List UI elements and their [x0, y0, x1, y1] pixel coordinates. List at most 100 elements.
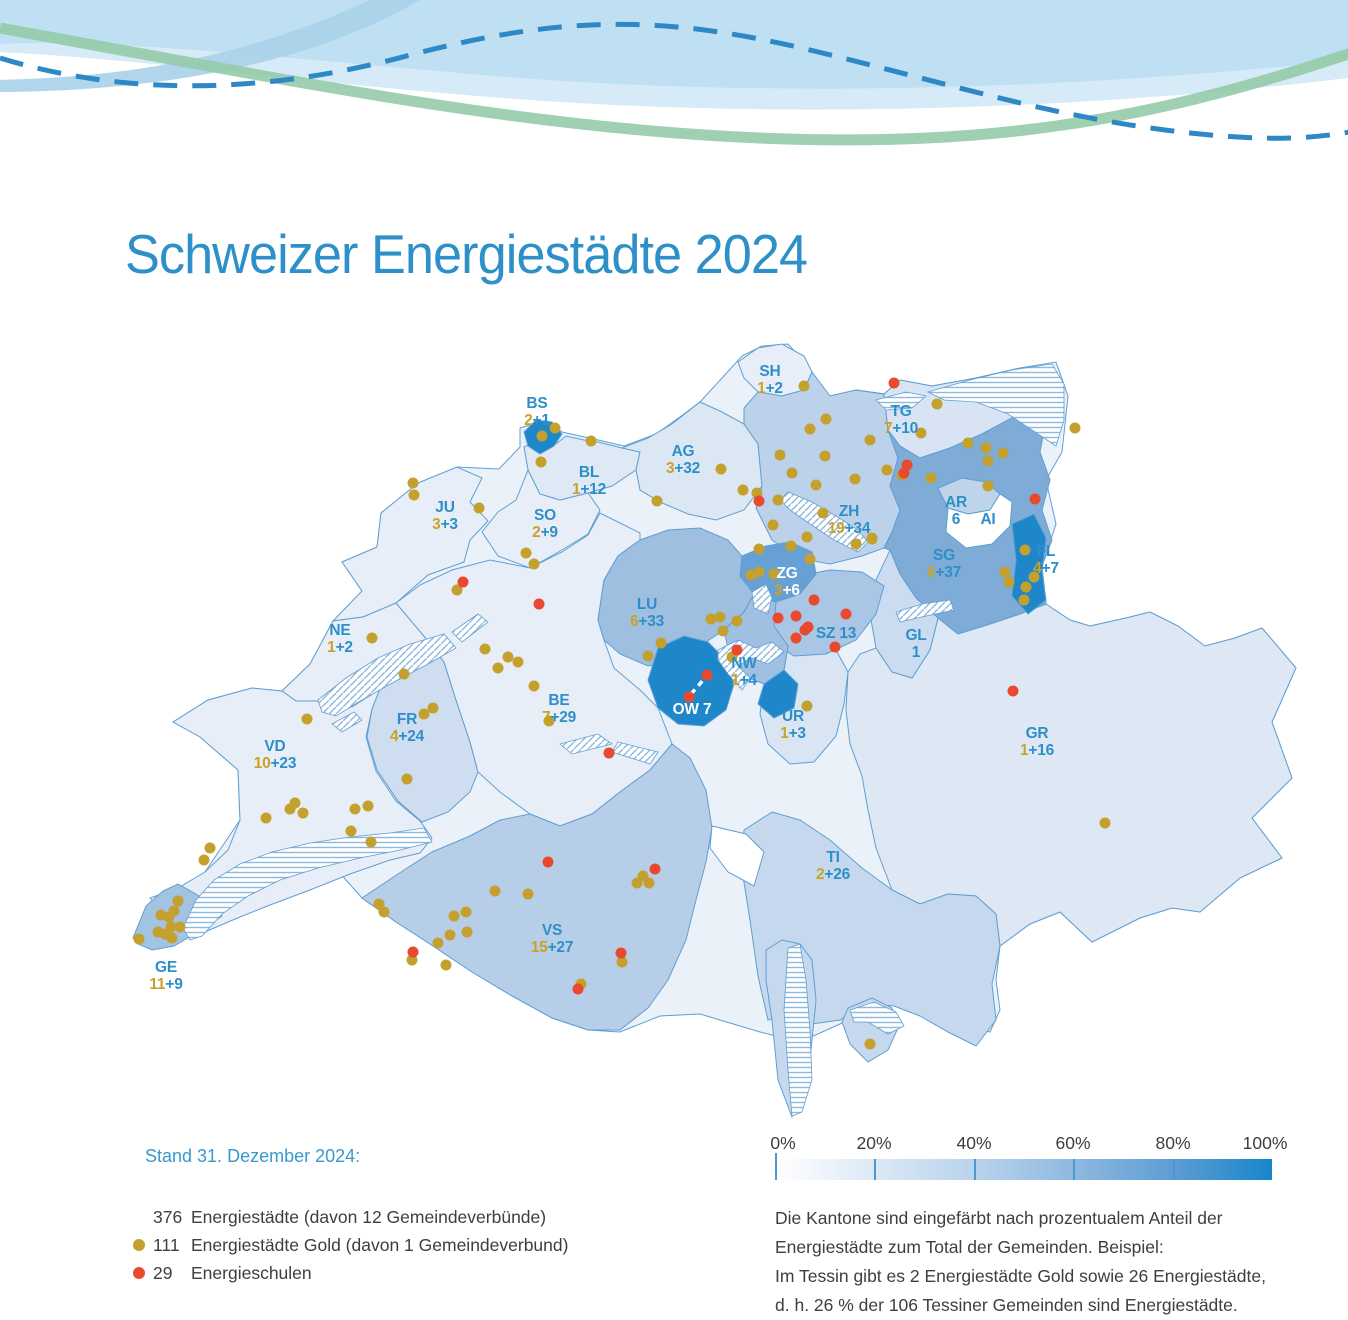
lake-maggiore [783, 943, 813, 1117]
gold-city-dot [962, 437, 974, 449]
gold-city-dot [444, 929, 456, 941]
gold-city-dot [715, 463, 727, 475]
gold-city-dot [366, 632, 378, 644]
gold-city-dot [378, 906, 390, 918]
canton-label-FL: FL 4+7 [1033, 543, 1059, 577]
gold-dot-icon [133, 1239, 145, 1251]
gold-city-dot [406, 954, 418, 966]
white-wedge-gotthard [709, 825, 765, 887]
ow-link-dashed-line [689, 676, 707, 696]
gold-city-dot [528, 680, 540, 692]
gold-city-dot [997, 447, 1009, 459]
legend-label: Energiestädte (davon 12 Gemeindeverbünde… [191, 1206, 547, 1227]
gold-city-dot [820, 413, 832, 425]
scale-tick-label: 100% [1242, 1133, 1288, 1153]
gold-city-dot [616, 956, 628, 968]
gold-city-dot [643, 877, 655, 889]
gold-city-dot [819, 450, 831, 462]
lake-lugano [849, 1001, 905, 1035]
gold-city-dot [398, 668, 410, 680]
lake-geneva [182, 827, 433, 941]
red-school-dot [533, 598, 545, 610]
red-school-dot [542, 856, 554, 868]
gold-city-dot [522, 888, 534, 900]
gold-city-dot [401, 773, 413, 785]
page-title: Schweizer Energiestädte 2024 [125, 223, 808, 285]
canton-label-TG: TG 7+10 [884, 403, 918, 437]
gold-city-dot [731, 615, 743, 627]
gold-city-dot [349, 803, 361, 815]
canton-label-BS: BS 2+1 [524, 395, 550, 429]
gold-city-dot [535, 456, 547, 468]
red-school-dot [731, 644, 743, 656]
canton-label-TI: TI 2+26 [816, 849, 851, 883]
gold-city-dot [655, 637, 667, 649]
gold-city-dot [1003, 576, 1015, 588]
gold-city-dot [432, 937, 444, 949]
gold-city-dot [536, 430, 548, 442]
gold-city-dot [1028, 571, 1040, 583]
gold-city-dot [768, 568, 780, 580]
city-dots-layer [133, 377, 1111, 1050]
canton-label-BE: BE 7+29 [542, 692, 577, 726]
canton-label-NW: NW 1+4 [731, 655, 757, 689]
gold-city-dot [163, 911, 175, 923]
gold-city-dot [440, 959, 452, 971]
gold-city-dot [631, 877, 643, 889]
gold-city-dot [817, 507, 829, 519]
scale-tick [775, 1153, 777, 1180]
canton-labels-layer: BS 2+1 SH 1+2 TG 7+10 AG 3+32 BL 1+12 JU 3+3 SO 2+9 ZH… [149, 363, 1059, 993]
scale-tick-label: 60% [1055, 1133, 1091, 1153]
lake-biel [451, 613, 489, 643]
gold-city-dot [133, 933, 145, 945]
gold-city-dot [502, 651, 514, 663]
red-school-dot [615, 947, 627, 959]
red-school-dot [790, 632, 802, 644]
canton-GR [845, 603, 1297, 947]
gold-city-dot [451, 584, 463, 596]
gold-city-dot [512, 656, 524, 668]
canton-label-BL: BL 1+12 [572, 464, 606, 498]
red-school-dot [808, 594, 820, 606]
gold-city-dot [461, 926, 473, 938]
canton-label-AR: AR 6 [945, 494, 967, 528]
scale-tick [1173, 1159, 1175, 1180]
map-explanation-note: Die Kantone sind eingefärbt nach prozent… [775, 1208, 1266, 1315]
gold-city-dot [767, 519, 779, 531]
gold-city-dot [999, 566, 1011, 578]
gold-city-dot [931, 398, 943, 410]
color-scale: 0% 20% 40% 60% 80% 100% Die Kantone sind… [770, 1133, 1295, 1320]
red-school-dot [888, 377, 900, 389]
red-school-dot [753, 495, 765, 507]
canton-AI [945, 493, 1013, 549]
gold-city-dot [585, 435, 597, 447]
gold-city-dot [473, 502, 485, 514]
gold-city-dot [850, 538, 862, 550]
gold-city-dot [786, 467, 798, 479]
canton-label-NE: NE 1+2 [327, 622, 353, 656]
gold-city-dot [864, 434, 876, 446]
lake-neuchatel [317, 633, 457, 717]
canton-label-GL: GL 1 [905, 627, 926, 661]
canton-label-OW: OW 7 [673, 701, 712, 718]
gold-city-dot [881, 464, 893, 476]
gold-city-dot [1019, 544, 1031, 556]
legend-date: Stand 31. Dezember 2024: [145, 1146, 361, 1166]
red-school-dot [829, 641, 841, 653]
gold-city-dot [810, 479, 822, 491]
gold-city-dot [373, 898, 385, 910]
canton-AG [620, 401, 763, 521]
canton-OW [647, 635, 735, 727]
gold-city-dot [174, 921, 186, 933]
gold-city-dot [166, 932, 178, 944]
gold-city-dot [1069, 422, 1081, 434]
red-school-dot [802, 621, 814, 633]
gold-city-dot [479, 643, 491, 655]
gold-city-dot [714, 611, 726, 623]
gold-city-dot [260, 812, 272, 824]
gold-city-dot [801, 700, 813, 712]
gold-city-dot [753, 543, 765, 555]
canton-label-SH: SH 1+2 [757, 363, 783, 397]
red-school-dot [407, 946, 419, 958]
